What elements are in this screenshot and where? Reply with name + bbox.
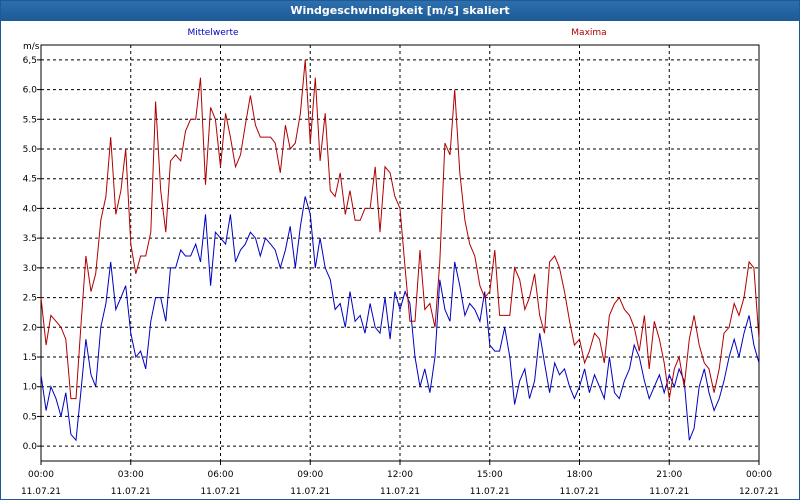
axes xyxy=(37,44,760,465)
x-tick-date: 11.07.21 xyxy=(21,487,61,497)
series-line-maxima xyxy=(40,59,760,400)
y-tick-label: 2.5 xyxy=(23,294,37,304)
y-tick-label: 3.0 xyxy=(23,264,38,274)
y-tick-label: 5.0 xyxy=(23,145,38,155)
grid xyxy=(40,45,760,461)
y-tick-label: 0.5 xyxy=(23,412,37,422)
x-tick-date: 11.07.21 xyxy=(111,487,151,497)
y-tick-label: 1.0 xyxy=(23,383,38,393)
x-tick-time: 00:00 xyxy=(28,470,54,480)
y-tick-label: 1.5 xyxy=(23,353,37,363)
x-tick-date: 11.07.21 xyxy=(290,487,330,497)
y-tick-label: 6.0 xyxy=(23,86,38,96)
y-axis-unit: m/s xyxy=(23,42,40,52)
y-tick-label: 5.5 xyxy=(23,115,37,125)
y-tick-label: 2.0 xyxy=(23,323,38,333)
legend-mittelwerte: Mittelwerte xyxy=(187,28,238,38)
x-tick-time: 15:00 xyxy=(477,470,503,480)
plot-border xyxy=(40,44,760,462)
y-tick-label: 4.0 xyxy=(23,204,38,214)
x-tick-time: 18:00 xyxy=(567,470,593,480)
legend-maxima: Maxima xyxy=(571,28,606,38)
x-tick-time: 00:00 xyxy=(746,470,772,480)
y-tick-label: 6,5 xyxy=(23,56,37,66)
x-tick-time: 12:00 xyxy=(387,470,413,480)
x-tick-time: 06:00 xyxy=(208,470,234,480)
x-tick-date: 12.07.21 xyxy=(739,487,779,497)
x-tick-date: 11.07.21 xyxy=(649,487,689,497)
x-tick-time: 09:00 xyxy=(297,470,323,480)
x-tick-time: 03:00 xyxy=(118,470,144,480)
y-tick-label: 0.0 xyxy=(23,442,38,452)
x-tick-time: 21:00 xyxy=(656,470,682,480)
y-tick-label: 3.5 xyxy=(23,234,37,244)
axis-labels: 0.0 0.5 1.0 1.5 2.0 2.5 3.0 3.5 4.0 4.5 5.0 5.5 6.0 6… xyxy=(21,28,779,497)
series-line-mittelwerte xyxy=(40,196,760,442)
x-tick-date: 11.07.21 xyxy=(380,487,420,497)
series-layer xyxy=(40,59,760,442)
x-tick-date: 11.07.21 xyxy=(559,487,599,497)
y-tick-label: 4.5 xyxy=(23,175,37,185)
x-tick-date: 11.07.21 xyxy=(200,487,240,497)
chart-title: Windgeschwindigkeit [m/s] skaliert xyxy=(1,1,799,21)
x-tick-date: 11.07.21 xyxy=(470,487,510,497)
